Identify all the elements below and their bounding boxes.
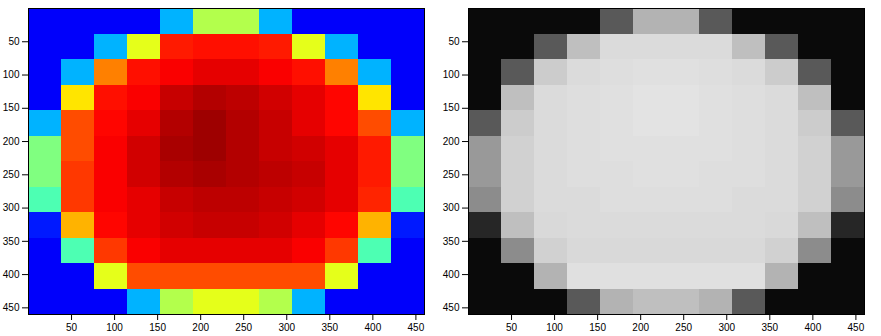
svg-text:150: 150 xyxy=(443,102,460,113)
svg-text:200: 200 xyxy=(192,322,209,333)
svg-text:350: 350 xyxy=(321,322,338,333)
svg-text:250: 250 xyxy=(3,169,20,180)
svg-text:100: 100 xyxy=(546,322,563,333)
svg-text:350: 350 xyxy=(3,236,20,247)
svg-text:450: 450 xyxy=(408,322,425,333)
svg-text:50: 50 xyxy=(506,322,518,333)
svg-text:50: 50 xyxy=(448,36,460,47)
svg-text:100: 100 xyxy=(443,69,460,80)
svg-text:300: 300 xyxy=(443,202,460,213)
svg-text:400: 400 xyxy=(365,322,382,333)
svg-text:400: 400 xyxy=(443,269,460,280)
svg-text:150: 150 xyxy=(589,322,606,333)
svg-text:300: 300 xyxy=(3,202,20,213)
svg-text:250: 250 xyxy=(675,322,692,333)
svg-text:150: 150 xyxy=(3,102,20,113)
svg-text:350: 350 xyxy=(443,236,460,247)
svg-text:300: 300 xyxy=(718,322,735,333)
svg-text:300: 300 xyxy=(278,322,295,333)
svg-text:400: 400 xyxy=(3,269,20,280)
svg-text:50: 50 xyxy=(8,36,20,47)
svg-text:200: 200 xyxy=(443,136,460,147)
svg-text:150: 150 xyxy=(149,322,166,333)
svg-text:100: 100 xyxy=(3,69,20,80)
svg-text:100: 100 xyxy=(106,322,123,333)
svg-text:450: 450 xyxy=(443,302,460,313)
svg-text:50: 50 xyxy=(66,322,78,333)
svg-text:200: 200 xyxy=(632,322,649,333)
svg-text:350: 350 xyxy=(761,322,778,333)
svg-text:200: 200 xyxy=(3,136,20,147)
svg-text:450: 450 xyxy=(848,322,865,333)
svg-text:400: 400 xyxy=(805,322,822,333)
svg-text:450: 450 xyxy=(3,302,20,313)
svg-text:250: 250 xyxy=(443,169,460,180)
svg-text:250: 250 xyxy=(235,322,252,333)
